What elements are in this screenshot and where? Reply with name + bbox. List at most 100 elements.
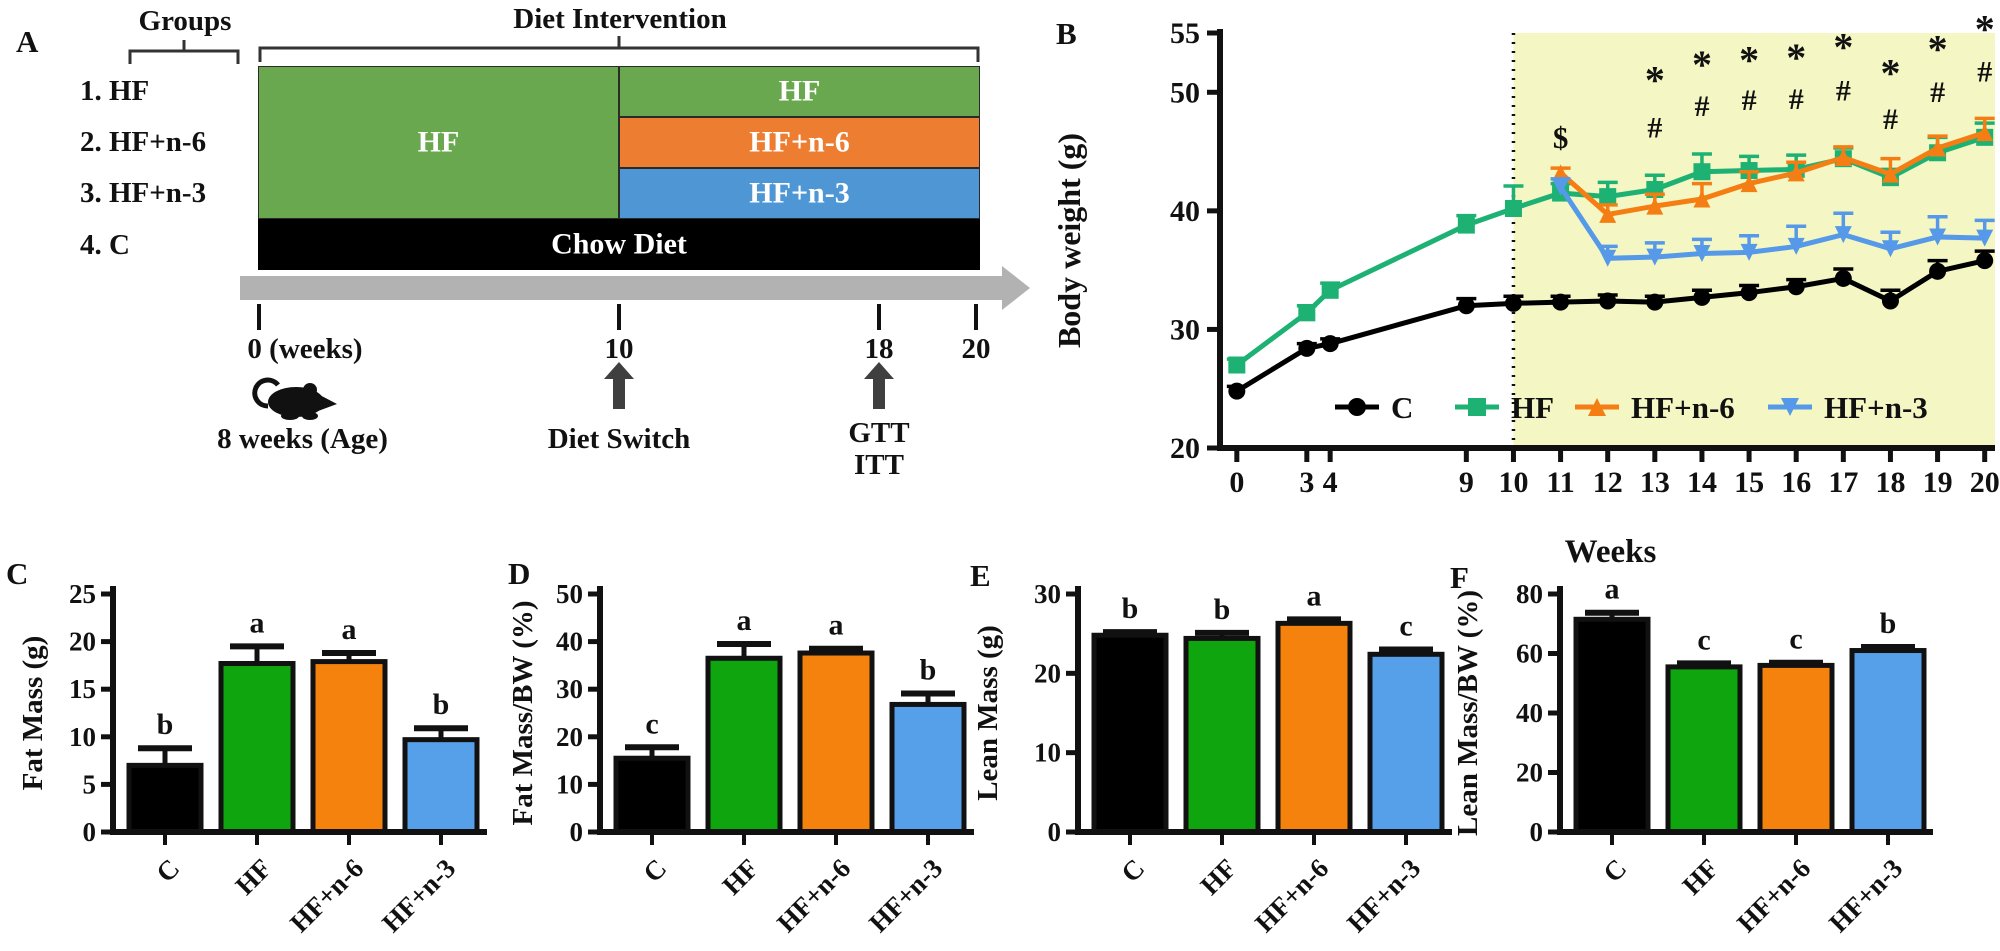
significance-hash: #: [1694, 90, 1709, 123]
y-tick-label: 40: [1516, 698, 1543, 728]
bar-group-HF+n-3: b: [889, 653, 967, 835]
bar-group-HF: b: [1183, 593, 1261, 835]
significance-letter: b: [1122, 592, 1139, 625]
diet-blocks: HF HF HF+n-6 HF+n-3 Chow Diet: [258, 66, 980, 270]
significance-letter: c: [1697, 623, 1710, 656]
panel-letter-a: A: [16, 24, 39, 59]
fat-mass-bw-bar-chart: c a a b 0 10 20 30 40 50 Fat Mass/BW (%) C HF HF+n-6 H…: [507, 579, 974, 938]
x-category-label: C: [637, 853, 672, 888]
data-point-marker: [1298, 339, 1316, 357]
diet-switch-arrow-icon: [604, 362, 634, 409]
group-list-item: 3. HF+n-3: [80, 177, 207, 209]
gtt-itt-arrow-icon: [864, 362, 894, 409]
data-point-marker: [1834, 226, 1852, 244]
timeline-tick: [257, 304, 261, 330]
x-tick-label: 9: [1459, 466, 1474, 499]
y-tick-label: 20: [1170, 432, 1200, 465]
diet-block-hf-n6: HF+n-6: [619, 117, 980, 168]
y-tick-label: 60: [1516, 639, 1543, 669]
x-tick-label: 13: [1640, 466, 1670, 499]
significance-asterisk: *: [1786, 35, 1806, 80]
group-list-item: 1. HF: [80, 75, 150, 107]
bar-group-HF+n-3: b: [1849, 607, 1927, 835]
timeline-tick-label: 18: [864, 333, 894, 365]
timeline-tick: [877, 304, 881, 330]
legend-label: HF+n-6: [1631, 390, 1735, 425]
x-category-label: HF: [1195, 853, 1243, 901]
data-point-marker: [1321, 335, 1339, 353]
bar: [218, 660, 296, 835]
significance-letter: b: [433, 688, 450, 721]
y-tick-label: 0: [1048, 817, 1062, 847]
y-tick-label: 30: [1034, 579, 1061, 609]
x-tick-label: 3: [1299, 466, 1314, 499]
significance-hash: #: [1930, 76, 1945, 109]
series-HF+n-6: [1550, 116, 1995, 223]
data-point-marker: [1787, 164, 1805, 182]
diet-block-chow: Chow Diet: [258, 219, 980, 270]
bar: [1573, 616, 1651, 835]
bar: [310, 659, 388, 835]
series-line: [1558, 130, 1986, 218]
y-tick-label: 5: [83, 769, 97, 799]
x-tick-label: 16: [1781, 466, 1811, 499]
y-tick-label: 40: [1170, 195, 1200, 228]
significance-letter: a: [1307, 579, 1322, 612]
data-point-marker: [1787, 278, 1805, 296]
data-point-marker: [1881, 165, 1899, 183]
significance-hash: #: [1647, 111, 1662, 144]
x-axis-title: Weeks: [1565, 534, 1657, 570]
significance-letter: c: [1399, 610, 1412, 643]
data-point-marker: [1504, 199, 1522, 217]
y-tick-label: 15: [69, 674, 96, 704]
panel-letter-d: D: [508, 556, 531, 591]
group-list-item: 4. C: [80, 229, 130, 261]
y-tick-label: 10: [556, 769, 583, 799]
significance-hash: #: [1836, 75, 1851, 108]
y-tick-label: 80: [1516, 579, 1543, 609]
data-point-marker: [1834, 269, 1852, 287]
bar-group-C: b: [1091, 592, 1169, 835]
significance-letter: c: [1789, 623, 1802, 656]
x-tick-label: 14: [1687, 466, 1717, 499]
x-category-label: HF: [230, 853, 278, 901]
x-category-label: HF+n-6: [1249, 853, 1334, 938]
diet-block-hf-n3: HF+n-3: [619, 168, 980, 219]
bar-group-HF: a: [218, 606, 296, 835]
data-point-marker: [1646, 293, 1664, 311]
bar: [613, 755, 691, 835]
legend-item: HF+n-3: [1768, 390, 1928, 425]
diet-intervention-heading: Diet Intervention: [513, 3, 727, 35]
x-category-label: HF+n-6: [284, 853, 369, 938]
mouse-icon: [252, 377, 337, 420]
x-tick-label: 4: [1323, 466, 1338, 499]
y-tick-label: 0: [83, 817, 97, 847]
bar: [1665, 664, 1743, 835]
diet-block-label: HF+n-3: [749, 175, 850, 209]
diet-switch-label: Diet Switch: [547, 423, 691, 455]
x-tick-label: 19: [1923, 466, 1953, 499]
diet-block-hf-preswitch: HF: [258, 66, 619, 219]
bar: [797, 650, 875, 835]
diet-block-label: HF: [778, 73, 821, 107]
diet-block-hf: HF: [619, 66, 980, 117]
data-point-marker: [1929, 228, 1947, 246]
x-category-label: HF: [1677, 853, 1725, 901]
data-point-marker: [1693, 245, 1711, 263]
y-tick-label: 10: [1034, 738, 1061, 768]
bar: [1275, 620, 1353, 835]
bar-group-C: a: [1573, 573, 1651, 835]
significance-hash: #: [1789, 83, 1804, 116]
timeline-tick: [974, 304, 978, 330]
bar-group-HF+n-6: a: [797, 609, 875, 835]
data-point-marker: [1552, 178, 1570, 196]
x-tick-label: 17: [1828, 466, 1858, 499]
bar: [126, 762, 204, 835]
legend-label: HF+n-3: [1824, 390, 1928, 425]
bar-group-HF: c: [1665, 623, 1743, 835]
x-tick-label: 18: [1875, 466, 1905, 499]
bar: [1183, 635, 1261, 835]
y-tick-label: 20: [1516, 758, 1543, 788]
data-point-marker: [1228, 382, 1246, 400]
data-point-marker: [1599, 205, 1617, 223]
